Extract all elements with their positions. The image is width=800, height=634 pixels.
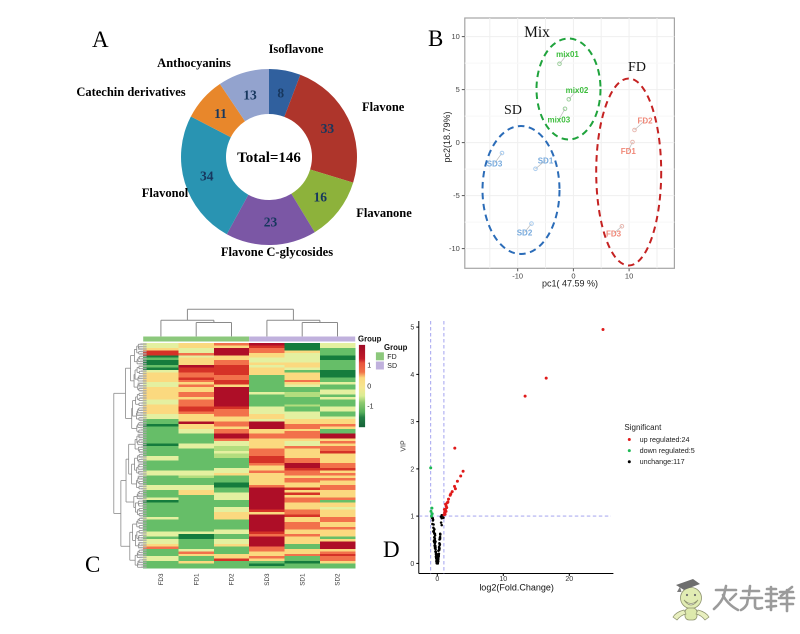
svg-text:-1: -1 bbox=[367, 404, 373, 411]
svg-text:0: 0 bbox=[367, 384, 371, 391]
svg-text:-10: -10 bbox=[512, 271, 523, 280]
svg-text:SD3: SD3 bbox=[264, 573, 271, 586]
svg-text:Group: Group bbox=[358, 335, 382, 344]
svg-text:SD: SD bbox=[387, 363, 397, 370]
svg-text:0: 0 bbox=[435, 576, 439, 583]
svg-text:33: 33 bbox=[321, 121, 335, 136]
svg-text:-5: -5 bbox=[453, 191, 460, 200]
svg-text:3: 3 bbox=[410, 419, 414, 426]
svg-text:down regulated:5: down regulated:5 bbox=[640, 446, 695, 455]
svg-text:Flavanone: Flavanone bbox=[356, 206, 412, 220]
svg-text:Flavone C-glycosides: Flavone C-glycosides bbox=[221, 245, 333, 259]
svg-text:4: 4 bbox=[410, 372, 414, 379]
svg-text:FD: FD bbox=[628, 60, 646, 75]
svg-text:0: 0 bbox=[410, 561, 414, 568]
svg-text:10: 10 bbox=[625, 271, 633, 280]
svg-text:log2(Fold.Change): log2(Fold.Change) bbox=[479, 583, 554, 593]
svg-text:mix03: mix03 bbox=[547, 116, 570, 125]
svg-text:1: 1 bbox=[410, 514, 414, 521]
svg-text:11: 11 bbox=[214, 106, 227, 121]
svg-text:SD2: SD2 bbox=[517, 229, 533, 238]
svg-text:FD2: FD2 bbox=[637, 116, 653, 125]
svg-text:1: 1 bbox=[367, 363, 371, 370]
svg-text:SD3: SD3 bbox=[487, 159, 503, 168]
svg-text:pc1( 47.59 %): pc1( 47.59 %) bbox=[542, 279, 598, 289]
svg-text:Flavonol: Flavonol bbox=[142, 186, 189, 200]
svg-text:5: 5 bbox=[410, 325, 414, 332]
svg-text:8: 8 bbox=[277, 86, 284, 101]
svg-text:16: 16 bbox=[314, 189, 328, 204]
svg-text:FD3: FD3 bbox=[158, 573, 165, 585]
svg-text:D: D bbox=[383, 537, 400, 562]
svg-text:Significant: Significant bbox=[624, 423, 662, 432]
svg-text:SD1: SD1 bbox=[299, 573, 306, 586]
svg-text:FD1: FD1 bbox=[193, 573, 200, 585]
svg-text:B: B bbox=[428, 26, 443, 51]
svg-text:10: 10 bbox=[499, 576, 507, 583]
svg-text:pc2(18.79%): pc2(18.79%) bbox=[442, 111, 452, 162]
svg-text:0: 0 bbox=[571, 271, 575, 280]
svg-text:SD2: SD2 bbox=[335, 573, 342, 586]
svg-text:20: 20 bbox=[565, 576, 573, 583]
svg-text:Mix: Mix bbox=[524, 24, 550, 41]
svg-text:Group: Group bbox=[384, 343, 408, 352]
svg-text:FD2: FD2 bbox=[229, 573, 236, 585]
svg-text:10: 10 bbox=[451, 32, 459, 41]
svg-text:FD1: FD1 bbox=[621, 147, 637, 156]
svg-text:2: 2 bbox=[410, 466, 414, 473]
svg-text:SD1: SD1 bbox=[538, 156, 554, 165]
svg-text:C: C bbox=[85, 552, 100, 577]
svg-text:-10: -10 bbox=[449, 244, 460, 253]
svg-text:Catechin derivatives: Catechin derivatives bbox=[76, 85, 185, 99]
svg-text:Total=146: Total=146 bbox=[237, 150, 301, 166]
svg-text:FD: FD bbox=[387, 354, 396, 361]
svg-text:13: 13 bbox=[243, 87, 257, 102]
svg-text:SD: SD bbox=[504, 103, 522, 118]
svg-text:Isoflavone: Isoflavone bbox=[269, 42, 324, 56]
svg-text:up regulated:24: up regulated:24 bbox=[640, 435, 690, 444]
svg-text:FD3: FD3 bbox=[606, 230, 622, 239]
svg-text:34: 34 bbox=[200, 169, 214, 184]
svg-text:unchange:117: unchange:117 bbox=[640, 457, 685, 466]
svg-text:23: 23 bbox=[264, 215, 278, 230]
svg-text:0: 0 bbox=[456, 138, 460, 147]
svg-text:A: A bbox=[92, 27, 109, 52]
svg-text:mix01: mix01 bbox=[556, 50, 579, 59]
svg-text:Anthocyanins: Anthocyanins bbox=[157, 56, 231, 70]
svg-text:mix02: mix02 bbox=[566, 86, 589, 95]
svg-text:5: 5 bbox=[456, 85, 460, 94]
svg-text:VIP: VIP bbox=[400, 440, 407, 452]
svg-text:Flavone: Flavone bbox=[362, 100, 405, 114]
